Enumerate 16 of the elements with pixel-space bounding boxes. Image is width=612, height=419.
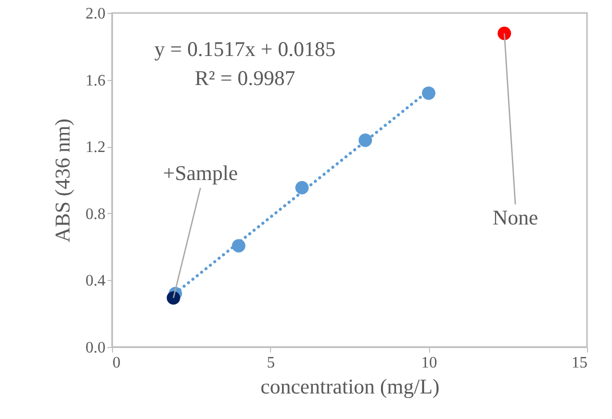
y-tick-label: 1.6 [86, 72, 106, 90]
annotation: R² = 0.9987 [194, 66, 296, 90]
x-tick-label: 15 [572, 354, 588, 372]
y-axis-title: ABS (436 nm) [50, 118, 74, 242]
y-tick-label: 1.2 [86, 139, 106, 156]
y-tick-label: 0.0 [86, 340, 106, 356]
x-axis-title: concentration (mg/L) [260, 374, 440, 398]
y-tick-label: 0.8 [86, 206, 106, 223]
x-tick-label: 0 [112, 354, 120, 372]
annotation: y = 0.1517x + 0.0185 [154, 37, 336, 61]
annotation: +Sample [163, 160, 238, 185]
y-tick-label: 2.0 [86, 6, 106, 22]
x-tick-label: 5 [266, 354, 275, 372]
annotation: None [492, 205, 538, 230]
y-tick-label: 0.4 [86, 272, 106, 290]
x-tick-label: 10 [421, 354, 438, 372]
